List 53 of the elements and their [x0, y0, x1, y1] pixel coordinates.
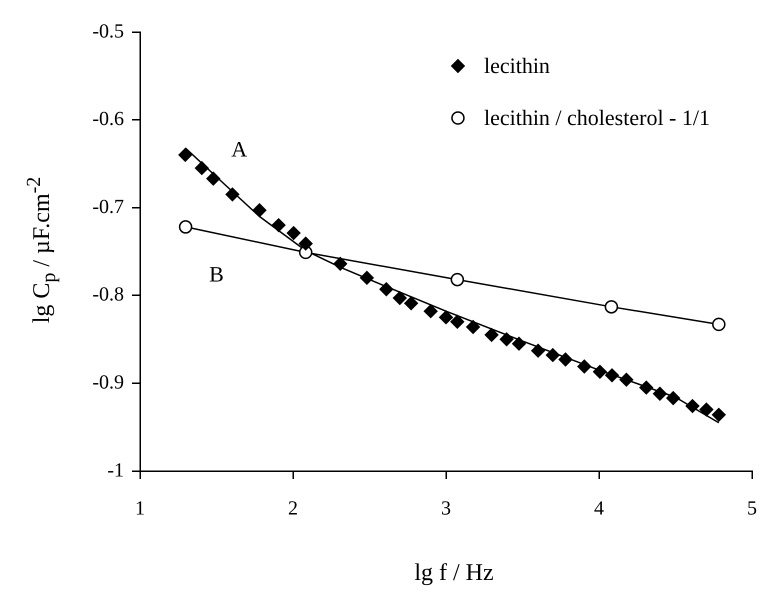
point [424, 304, 438, 318]
y-tick-label: -0.7 [92, 196, 124, 218]
point [225, 187, 240, 202]
point [178, 220, 192, 234]
point [546, 348, 560, 362]
point [652, 386, 667, 401]
legend-label: lecithin [484, 52, 550, 78]
x-tick-label: 4 [594, 497, 604, 520]
point [439, 310, 453, 324]
point [379, 282, 394, 296]
point [333, 256, 348, 271]
point [360, 270, 374, 285]
point [404, 296, 418, 310]
y-tick-label: -1 [107, 459, 124, 482]
point [666, 391, 680, 406]
y-tick-label: -0.6 [92, 108, 124, 130]
point [392, 291, 407, 306]
point [178, 148, 192, 162]
point [286, 226, 301, 240]
point [484, 328, 499, 342]
annotation: A [231, 136, 248, 162]
point [604, 300, 618, 314]
annotation: B [209, 261, 224, 286]
point [450, 272, 464, 286]
point [605, 368, 620, 382]
x-tick-label: 1 [135, 497, 145, 520]
point [512, 336, 526, 351]
point [252, 203, 266, 218]
x-axis-title: lg f / Hz [414, 560, 494, 587]
y-tick-label: -0.8 [92, 284, 124, 306]
point [558, 352, 572, 366]
point [298, 236, 313, 251]
legend-label: lecithin / cholesterol - 1/1 [484, 104, 710, 130]
point [592, 364, 607, 379]
point [500, 332, 514, 346]
point [466, 320, 480, 334]
point [272, 218, 286, 232]
point [712, 318, 726, 332]
point [639, 380, 654, 395]
point [194, 161, 209, 176]
y-tick-label: -0.9 [92, 371, 124, 394]
x-tick-label: 2 [288, 497, 298, 520]
point [531, 344, 546, 358]
point [685, 399, 700, 414]
point [619, 372, 634, 387]
point [450, 314, 464, 329]
x-tick-label: 5 [747, 497, 757, 520]
y-tick-label: -0.5 [92, 20, 124, 42]
x-tick-label: 3 [441, 497, 451, 520]
point [206, 172, 220, 186]
point [699, 402, 714, 417]
point [577, 360, 592, 374]
point [712, 408, 726, 422]
